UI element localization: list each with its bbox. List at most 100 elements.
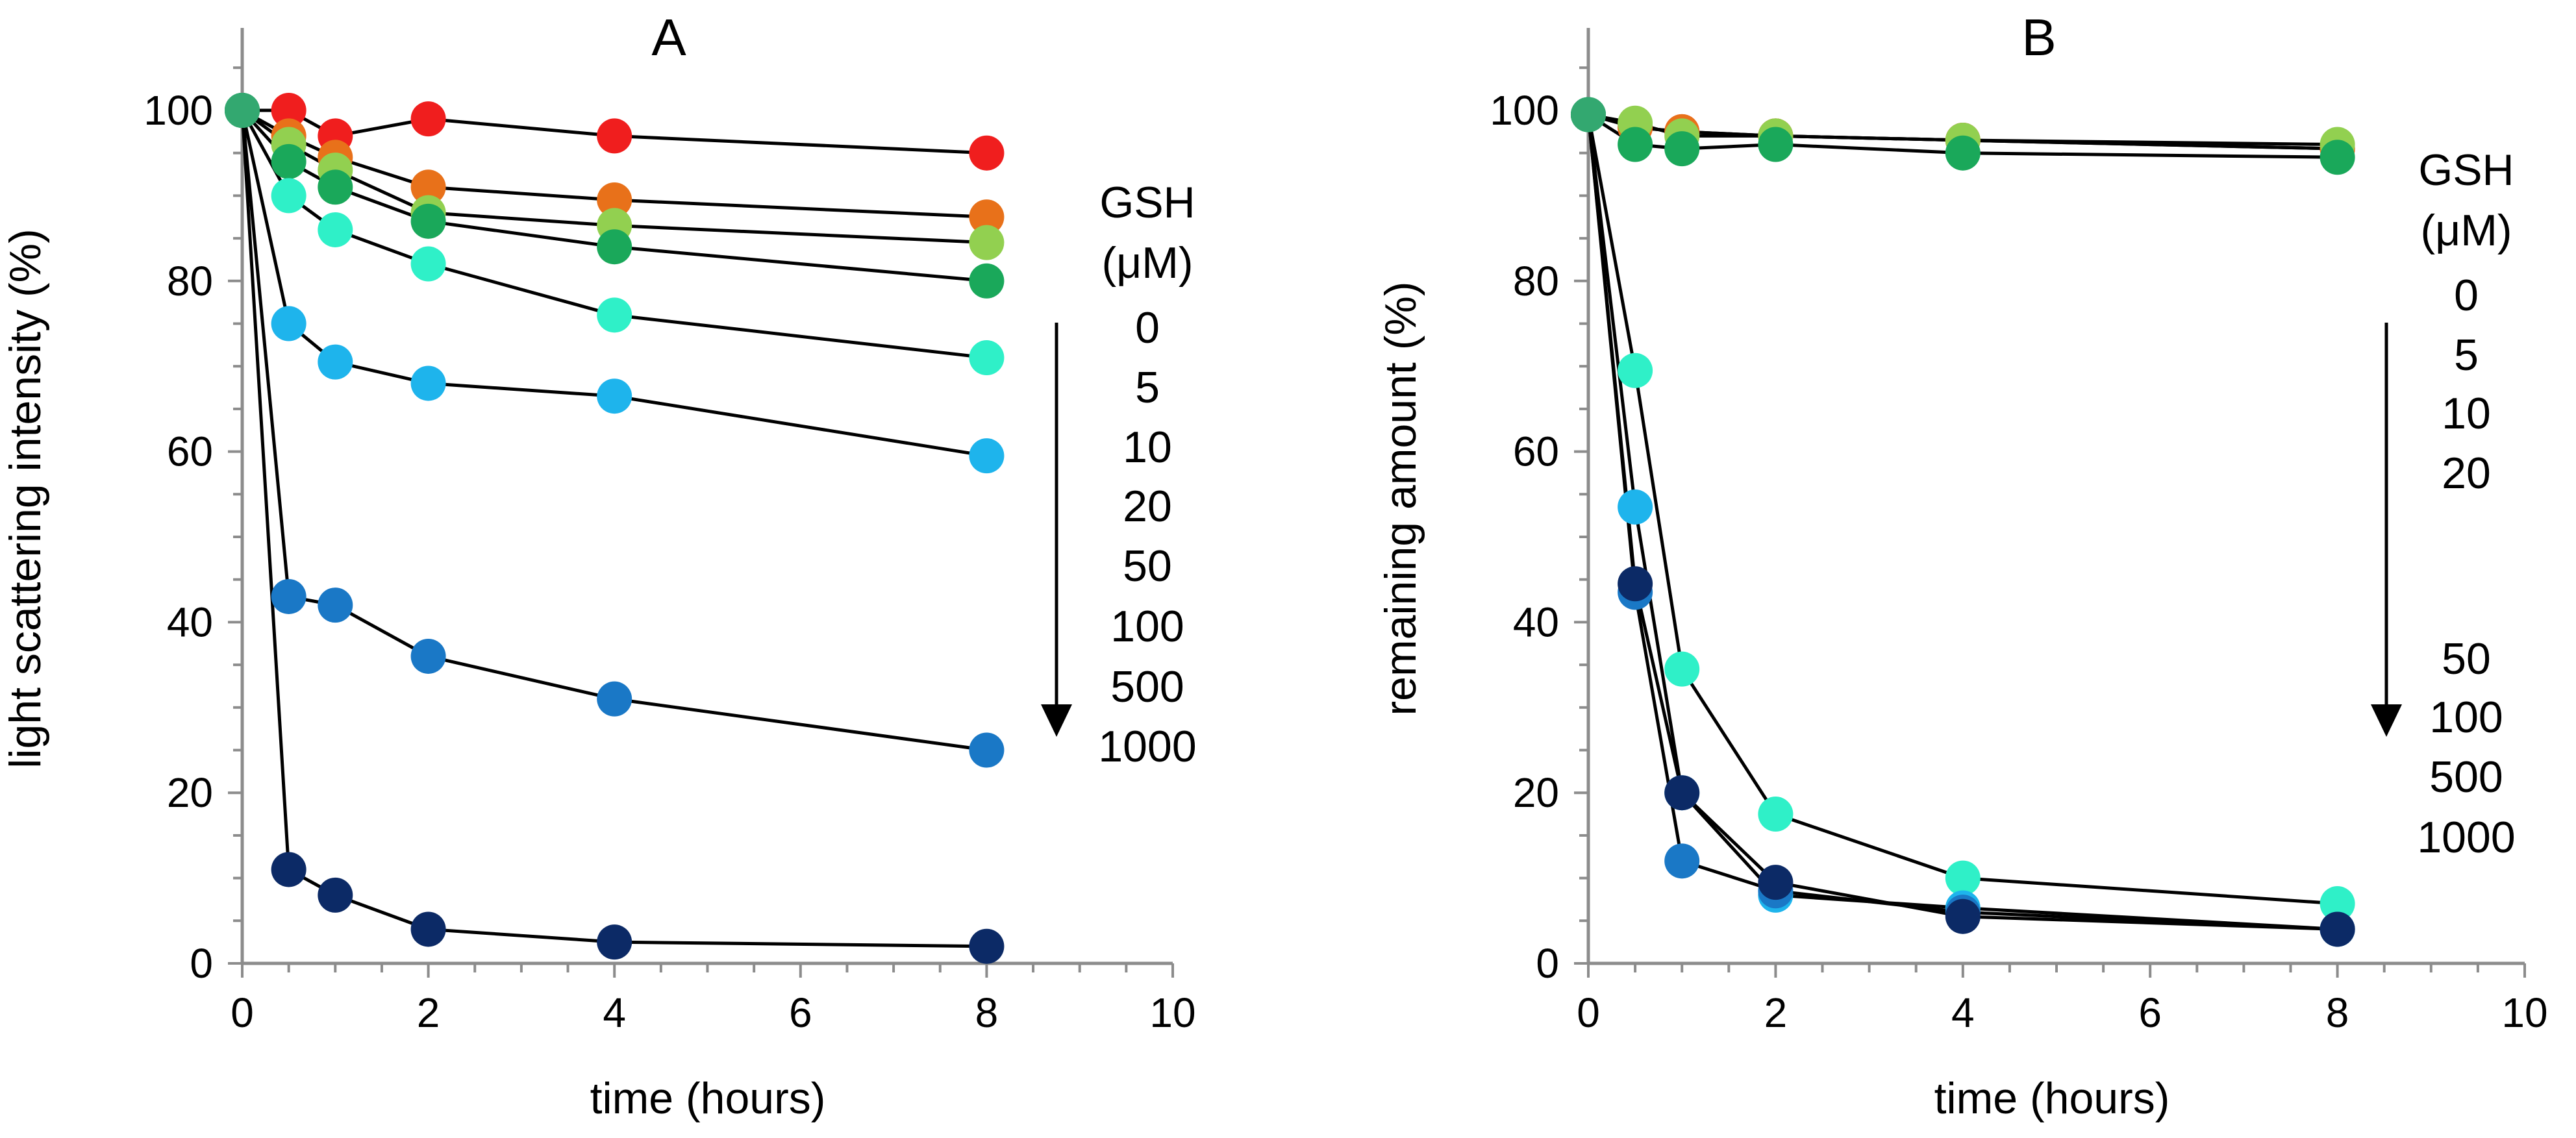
legend-unit: (μM) <box>2420 206 2512 255</box>
legend-entry-10: 10 <box>2442 389 2491 438</box>
y-tick-label: 20 <box>1513 769 1559 816</box>
data-point-5 <box>969 199 1005 235</box>
data-point-1000 <box>969 928 1005 964</box>
legend-entry-0: 0 <box>1135 303 1160 353</box>
data-point-100 <box>318 344 353 380</box>
series-line-500 <box>1586 114 2338 931</box>
legend-title: GSH <box>1099 178 1195 227</box>
data-point-20 <box>969 263 1005 299</box>
arrow-head <box>2371 704 2402 737</box>
legend-entry-500: 500 <box>2429 752 2503 802</box>
legend-entry-50: 50 <box>1123 541 1172 591</box>
data-point-100 <box>271 306 306 341</box>
data-point-1000 <box>1571 97 1606 132</box>
data-point-20 <box>1945 135 1981 171</box>
legend-entry-0: 0 <box>2454 271 2479 320</box>
x-tick-label: 2 <box>417 989 440 1036</box>
y-axis-label: remaining amount (%) <box>1376 282 1425 716</box>
legend-entry-50: 50 <box>2442 634 2491 684</box>
legend-entry-100: 100 <box>1110 602 1184 651</box>
data-point-1000 <box>318 877 353 913</box>
legend-entry-100: 100 <box>2429 693 2503 742</box>
y-tick-label: 0 <box>190 940 213 987</box>
data-point-0 <box>271 93 306 128</box>
panel-title: A <box>651 8 686 66</box>
series-line-500 <box>240 110 987 752</box>
data-point-20 <box>1758 127 1794 162</box>
data-point-500 <box>1664 843 1700 879</box>
x-tick-label: 8 <box>975 989 999 1036</box>
data-point-50 <box>318 212 353 247</box>
data-point-20 <box>410 203 446 239</box>
data-point-500 <box>969 732 1005 768</box>
data-point-50 <box>1618 353 1653 388</box>
x-tick-label: 4 <box>1951 989 1975 1036</box>
y-tick-label: 60 <box>1513 428 1559 475</box>
data-point-100 <box>597 378 632 414</box>
data-point-0 <box>410 101 446 137</box>
data-point-0 <box>597 118 632 154</box>
x-tick-label: 6 <box>2138 989 2162 1036</box>
data-point-100 <box>1618 489 1653 525</box>
data-point-1000 <box>1664 775 1700 811</box>
series-line-100 <box>240 110 987 458</box>
data-point-500 <box>410 638 446 674</box>
data-point-50 <box>410 246 446 282</box>
data-point-50 <box>2320 886 2355 922</box>
x-tick-label: 2 <box>1764 989 1788 1036</box>
x-axis-label: time (hours) <box>590 1074 826 1123</box>
legend-entry-1000: 1000 <box>1098 722 1196 771</box>
x-tick-label: 8 <box>2326 989 2349 1036</box>
legend-entry-10: 10 <box>1123 423 1172 472</box>
data-point-50 <box>597 297 632 333</box>
y-tick-label: 100 <box>1490 87 1559 134</box>
x-axis-label: time (hours) <box>1934 1074 2170 1123</box>
data-point-500 <box>597 681 632 717</box>
data-point-20 <box>597 229 632 265</box>
legend-entry-5: 5 <box>2454 330 2479 380</box>
data-point-50 <box>1758 797 1794 832</box>
x-tick-label: 0 <box>231 989 254 1036</box>
y-tick-label: 60 <box>167 428 213 475</box>
y-axis-label: light scattering intensity (%) <box>1 229 50 768</box>
data-point-50 <box>969 340 1005 376</box>
arrow-head <box>1041 704 1072 737</box>
data-point-100 <box>969 438 1005 474</box>
data-point-50 <box>271 178 306 214</box>
panel-title: B <box>2021 8 2056 66</box>
data-point-1000 <box>597 924 632 960</box>
data-point-5 <box>597 182 632 217</box>
legend-title: GSH <box>2418 145 2514 195</box>
data-point-50 <box>1945 860 1981 896</box>
data-point-1000 <box>2320 911 2355 947</box>
data-point-20 <box>1618 127 1653 162</box>
legend-unit: (μM) <box>1101 238 1193 288</box>
data-point-20 <box>271 143 306 179</box>
data-point-5 <box>410 169 446 205</box>
x-tick-label: 10 <box>1149 989 1195 1036</box>
y-tick-label: 20 <box>167 769 213 816</box>
data-point-1000 <box>225 93 260 128</box>
legend-entry-500: 500 <box>1110 662 1184 711</box>
legend-entry-20: 20 <box>1123 482 1172 531</box>
data-point-1000 <box>271 852 306 887</box>
data-point-1000 <box>1618 566 1653 602</box>
data-point-1000 <box>1945 898 1981 934</box>
data-point-1000 <box>410 911 446 947</box>
series-line-1000 <box>240 110 987 948</box>
y-tick-label: 80 <box>167 258 213 304</box>
x-tick-label: 4 <box>603 989 626 1036</box>
data-point-0 <box>969 135 1005 171</box>
x-tick-label: 10 <box>2501 989 2547 1036</box>
series-line-50 <box>1586 114 2338 906</box>
data-point-100 <box>410 365 446 401</box>
series-line-100 <box>1586 114 2338 931</box>
legend-entry-5: 5 <box>1135 363 1160 412</box>
data-point-500 <box>271 578 306 614</box>
data-point-500 <box>318 588 353 623</box>
y-tick-label: 100 <box>144 87 213 134</box>
legend-entry-1000: 1000 <box>2417 813 2515 862</box>
